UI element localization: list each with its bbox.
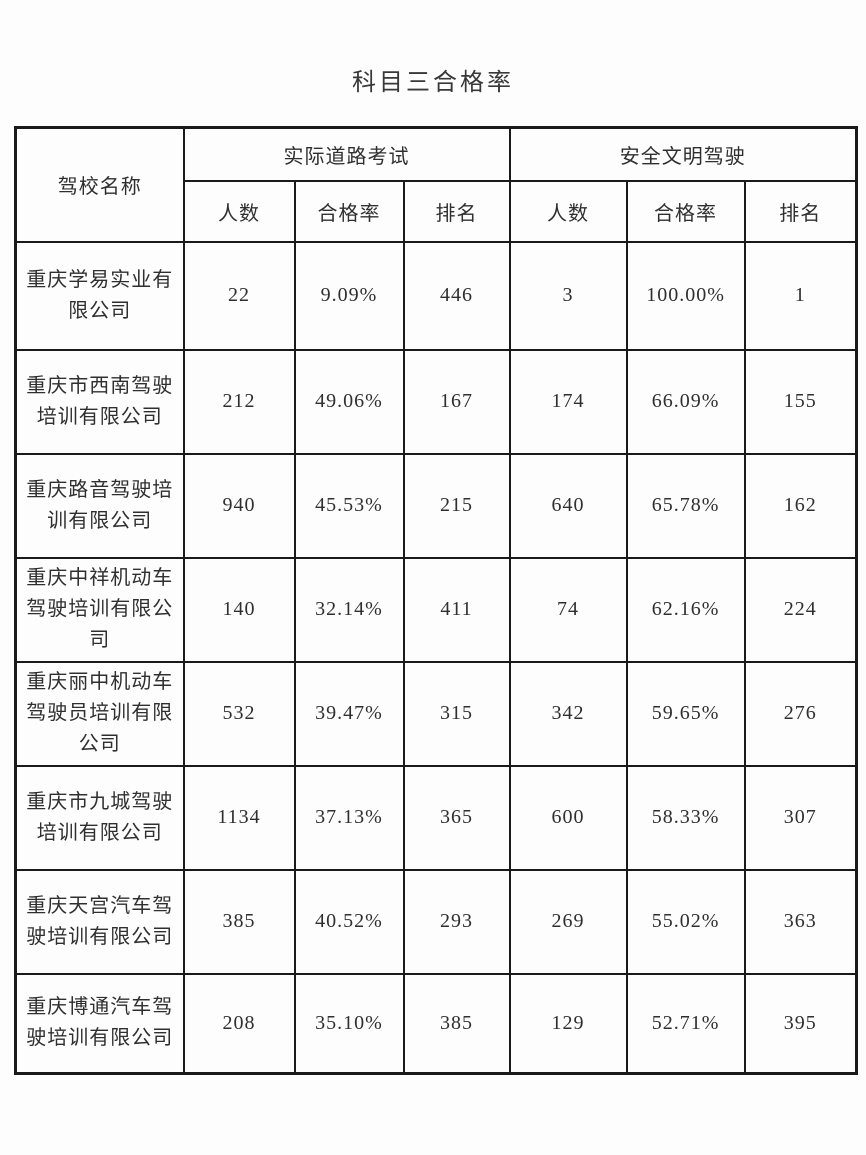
safe-rank-cell: 162 [743, 452, 858, 559]
school-name-cell: 重庆天宫汽车驾驶培训有限公司 [14, 868, 185, 975]
road-count-cell: 140 [182, 556, 296, 663]
safe-rank-cell: 155 [743, 348, 858, 455]
road-rank-cell: 293 [402, 868, 511, 975]
safe-count-cell: 269 [508, 868, 628, 975]
road-count-cell: 212 [182, 348, 296, 455]
group-header-safe-driving: 安全文明驾驶 [508, 126, 858, 182]
road-rank-cell: 385 [402, 972, 511, 1075]
road-rate-cell: 35.10% [293, 972, 405, 1075]
table-row: 重庆丽中机动车驾驶员培训有限公司 532 39.47% 315 342 59.6… [14, 660, 858, 767]
road-rank-cell: 167 [402, 348, 511, 455]
road-count-cell: 22 [182, 240, 296, 351]
road-count-cell: 208 [182, 972, 296, 1075]
safe-count-cell: 640 [508, 452, 628, 559]
safe-count-cell: 174 [508, 348, 628, 455]
safe-count-cell: 129 [508, 972, 628, 1075]
group-header-road-test: 实际道路考试 [182, 126, 511, 182]
road-count-cell: 940 [182, 452, 296, 559]
header-row-sub: 人数 合格率 排名 人数 合格率 排名 [16, 179, 858, 243]
school-name-cell: 重庆市九城驾驶培训有限公司 [14, 764, 185, 871]
road-count-cell: 385 [182, 868, 296, 975]
road-rate-cell: 9.09% [293, 240, 405, 351]
table-row: 重庆市九城驾驶培训有限公司 1134 37.13% 365 600 58.33%… [14, 764, 858, 871]
safe-count-cell: 3 [508, 240, 628, 351]
road-count-cell: 532 [182, 660, 296, 767]
road-rate-cell: 37.13% [293, 764, 405, 871]
table-row: 重庆天宫汽车驾驶培训有限公司 385 40.52% 293 269 55.02%… [14, 868, 858, 975]
safe-rate-cell: 52.71% [625, 972, 746, 1075]
road-rate-cell: 39.47% [293, 660, 405, 767]
school-name-cell: 重庆学易实业有限公司 [14, 240, 185, 351]
col-header-road-count: 人数 [182, 179, 296, 243]
table-row: 重庆博通汽车驾驶培训有限公司 208 35.10% 385 129 52.71%… [14, 972, 858, 1075]
school-name-cell: 重庆市西南驾驶培训有限公司 [14, 348, 185, 455]
safe-count-cell: 74 [508, 556, 628, 663]
road-count-cell: 1134 [182, 764, 296, 871]
road-rate-cell: 45.53% [293, 452, 405, 559]
school-name-cell: 重庆博通汽车驾驶培训有限公司 [14, 972, 185, 1075]
road-rank-cell: 315 [402, 660, 511, 767]
col-header-road-rank: 排名 [402, 179, 511, 243]
road-rate-cell: 32.14% [293, 556, 405, 663]
safe-rate-cell: 62.16% [625, 556, 746, 663]
road-rank-cell: 446 [402, 240, 511, 351]
safe-rank-cell: 1 [743, 240, 858, 351]
col-header-road-rate: 合格率 [293, 179, 405, 243]
safe-rank-cell: 224 [743, 556, 858, 663]
pass-rate-table: 驾校名称 实际道路考试 安全文明驾驶 人数 合格率 排名 人数 合格率 排名 重… [14, 126, 859, 1075]
safe-count-cell: 600 [508, 764, 628, 871]
table-row: 重庆学易实业有限公司 22 9.09% 446 3 100.00% 1 [14, 240, 858, 351]
road-rank-cell: 215 [402, 452, 511, 559]
col-header-safe-rate: 合格率 [625, 179, 746, 243]
road-rank-cell: 411 [402, 556, 511, 663]
safe-rank-cell: 363 [743, 868, 858, 975]
safe-rate-cell: 58.33% [625, 764, 746, 871]
school-name-cell: 重庆中祥机动车驾驶培训有限公司 [14, 556, 185, 663]
table-row: 重庆市西南驾驶培训有限公司 212 49.06% 167 174 66.09% … [14, 348, 858, 455]
col-header-safe-rank: 排名 [743, 179, 858, 243]
school-name-cell: 重庆丽中机动车驾驶员培训有限公司 [14, 660, 185, 767]
safe-rank-cell: 395 [743, 972, 858, 1075]
page-title: 科目三合格率 [352, 70, 514, 96]
safe-count-cell: 342 [508, 660, 628, 767]
header-row-groups: 驾校名称 实际道路考试 安全文明驾驶 [14, 126, 858, 243]
safe-rank-cell: 307 [743, 764, 858, 871]
table-row: 重庆路音驾驶培训有限公司 940 45.53% 215 640 65.78% 1… [14, 452, 858, 559]
safe-rate-cell: 55.02% [625, 868, 746, 975]
road-rate-cell: 49.06% [293, 348, 405, 455]
table-row: 重庆中祥机动车驾驶培训有限公司 140 32.14% 411 74 62.16%… [14, 556, 858, 663]
safe-rate-cell: 100.00% [625, 240, 746, 351]
col-header-school-name: 驾校名称 [14, 126, 185, 243]
safe-rank-cell: 276 [743, 660, 858, 767]
safe-rate-cell: 65.78% [625, 452, 746, 559]
safe-rate-cell: 66.09% [625, 348, 746, 455]
road-rank-cell: 365 [402, 764, 511, 871]
school-name-cell: 重庆路音驾驶培训有限公司 [14, 452, 185, 559]
col-header-safe-count: 人数 [508, 179, 628, 243]
road-rate-cell: 40.52% [293, 868, 405, 975]
safe-rate-cell: 59.65% [625, 660, 746, 767]
